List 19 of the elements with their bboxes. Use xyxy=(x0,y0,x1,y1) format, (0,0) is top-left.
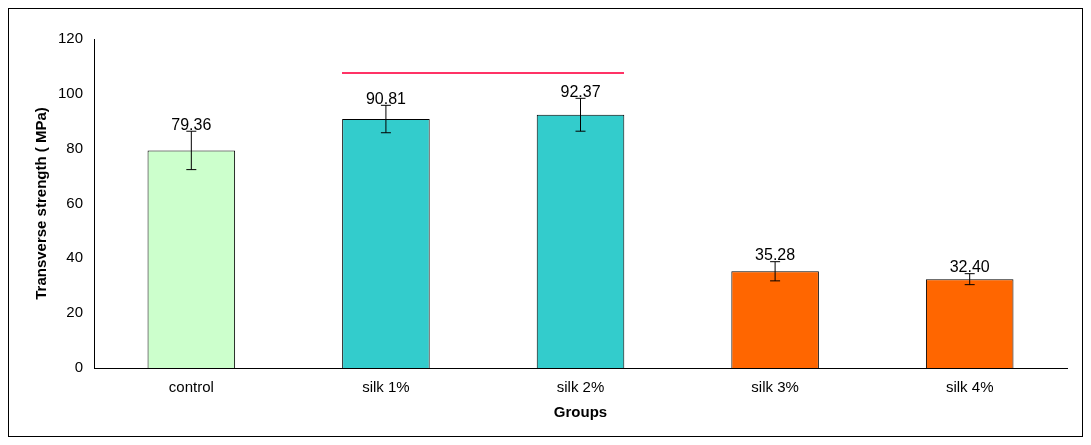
y-tick-label: 20 xyxy=(66,303,84,321)
y-tick-label: 120 xyxy=(58,29,84,47)
x-tick-label: silk 1% xyxy=(362,378,410,396)
x-tick-label: control xyxy=(168,378,214,396)
y-tick-label: 60 xyxy=(66,193,84,211)
data-label: 79.36 xyxy=(171,115,212,133)
y-tick-label: 100 xyxy=(58,83,84,101)
data-label: 92.37 xyxy=(560,82,601,100)
y-tick-label: 0 xyxy=(74,358,84,376)
y-tick-label: 40 xyxy=(66,248,84,266)
y-tick-label: 80 xyxy=(66,138,84,156)
x-tick-label: silk 2% xyxy=(556,378,605,396)
data-label: 32.40 xyxy=(949,257,990,275)
x-axis-title: Groups xyxy=(553,403,608,421)
y-axis-title: Transverse strength ( MPa) xyxy=(32,107,50,300)
x-tick-label: silk 3% xyxy=(751,378,799,396)
data-label: 35.28 xyxy=(755,246,796,264)
x-tick-label: silk 4% xyxy=(945,378,994,396)
data-label: 90.81 xyxy=(365,89,407,107)
